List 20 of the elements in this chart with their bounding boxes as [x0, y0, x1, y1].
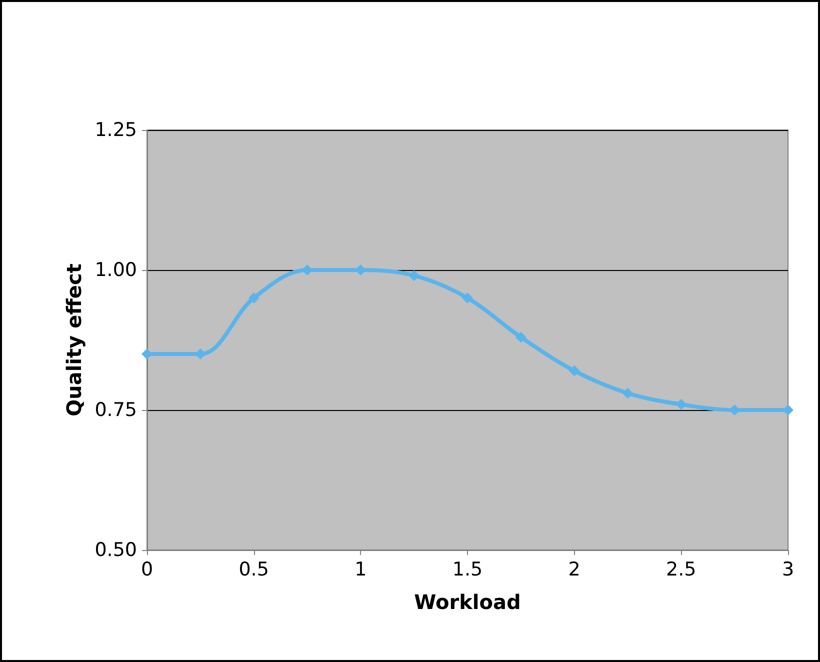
y-tick-label: 0.75 — [94, 399, 137, 421]
x-tick-label: 0 — [140, 558, 154, 580]
x-tick-label: 0.5 — [238, 558, 269, 580]
y-tick-label: 1.00 — [94, 259, 137, 281]
x-tick-label: 3 — [782, 558, 794, 580]
point — [248, 292, 260, 304]
y-tick-label: 1.25 — [94, 119, 137, 141]
x-tick-label: 2 — [568, 558, 580, 580]
point — [622, 388, 634, 399]
x-tick-label: 2.5 — [666, 558, 696, 580]
point — [568, 365, 580, 376]
x-axis-title: Workload — [414, 590, 521, 614]
y-tick-label: 0.50 — [94, 539, 137, 561]
x-tick-label: 1 — [354, 558, 367, 580]
point — [408, 270, 420, 282]
point — [515, 332, 526, 343]
point — [462, 292, 473, 304]
point — [676, 398, 687, 410]
y-axis-title: Quality effect — [62, 263, 86, 416]
x-tick-label: 1.5 — [452, 558, 483, 580]
